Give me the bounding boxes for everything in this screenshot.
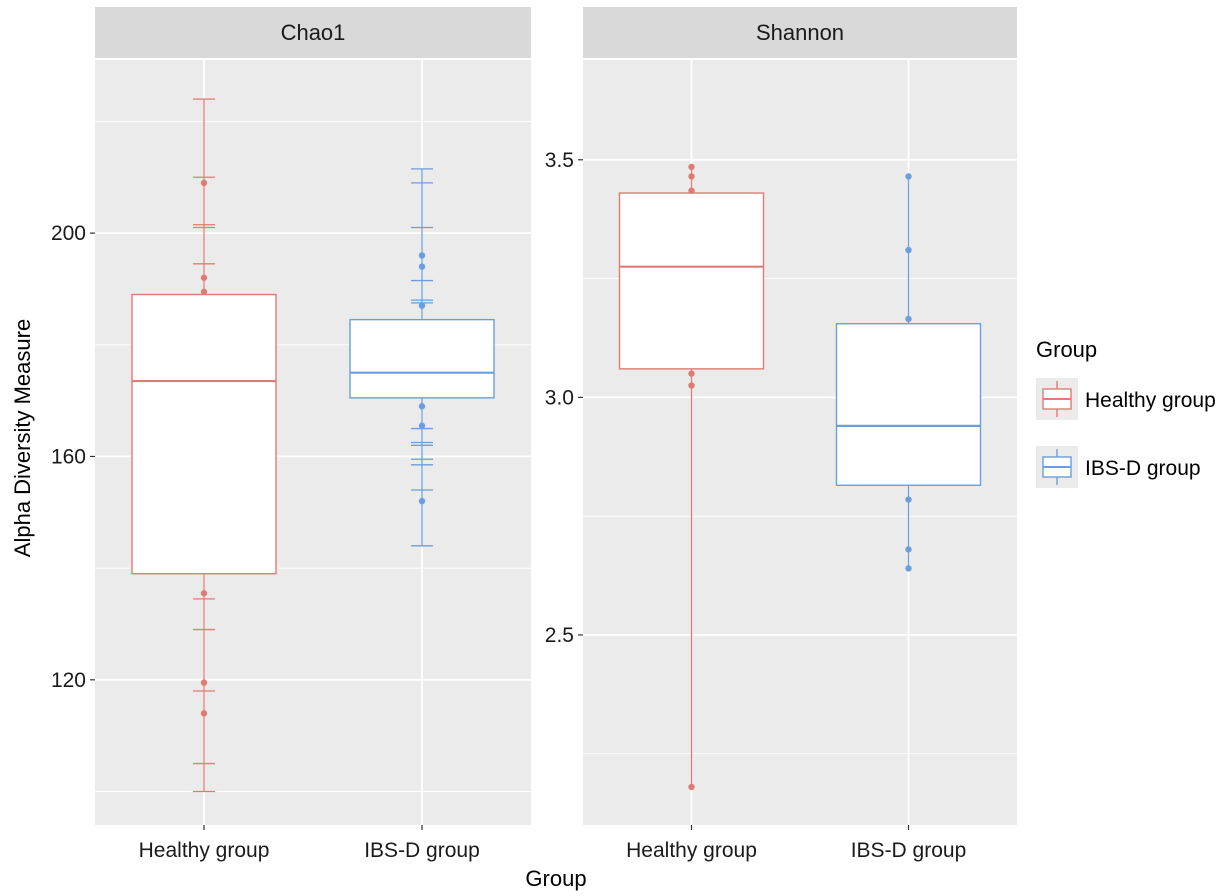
data-point-chao1-healthy-group xyxy=(200,590,208,597)
box-shannon-ibs-d-group xyxy=(835,323,982,486)
data-point-chao1-ibs-d-group xyxy=(418,252,426,259)
y-ticks-shannon: 2.5 3.0 3.5 xyxy=(545,149,583,647)
data-point-shannon-healthy-group xyxy=(688,783,695,791)
data-point-chao1-healthy-group xyxy=(200,179,208,187)
marks-chao1 xyxy=(131,98,495,793)
legend-item-ibsd: IBS-D group xyxy=(1036,446,1201,488)
data-point-chao1-healthy-group xyxy=(200,710,208,717)
y-tick-label-chao1: 120 xyxy=(51,669,86,692)
x-tick-label-chao1: Healthy group xyxy=(139,839,270,862)
strip-chao1 xyxy=(95,7,531,58)
panel-chao1: Chao1 120 160 200 Healthy group IBS-D group xyxy=(51,7,531,862)
y-axis-title: Alpha Diversity Measure xyxy=(10,319,35,557)
y-tick-label-shannon: 2.5 xyxy=(545,624,574,647)
x-tick-label-shannon: IBS-D group xyxy=(851,839,967,862)
data-point-chao1-ibs-d-group xyxy=(418,302,426,309)
x-axis-title: Group xyxy=(525,866,586,891)
data-point-shannon-healthy-group xyxy=(688,187,695,194)
legend: Group Healthy group IBS-D group xyxy=(1036,337,1216,488)
y-tick-label-chao1: 160 xyxy=(51,445,86,468)
data-point-shannon-ibs-d-group xyxy=(905,246,912,254)
data-point-chao1-ibs-d-group xyxy=(418,497,426,505)
marks-shannon xyxy=(618,163,982,791)
y-ticks-chao1: 120 160 200 xyxy=(51,222,95,692)
strip-label-shannon: Shannon xyxy=(756,20,844,45)
data-point-chao1-healthy-group xyxy=(200,679,208,686)
x-ticks-shannon: Healthy group IBS-D group xyxy=(626,825,966,862)
box-chao1-ibs-d-group xyxy=(349,318,495,399)
y-tick-label-shannon: 3.5 xyxy=(545,149,574,172)
data-point-shannon-ibs-d-group xyxy=(905,546,912,553)
data-point-chao1-ibs-d-group xyxy=(418,422,426,429)
box-shannon-healthy-group xyxy=(618,192,765,370)
x-ticks-chao1: Healthy group IBS-D group xyxy=(139,825,480,862)
y-tick-label-chao1: 200 xyxy=(51,222,86,245)
box-chao1-healthy-group xyxy=(131,293,277,575)
data-point-chao1-healthy-group xyxy=(200,274,208,281)
data-point-shannon-ibs-d-group xyxy=(905,565,912,572)
y-tick-label-shannon: 3.0 xyxy=(545,386,574,409)
data-point-shannon-healthy-group xyxy=(688,173,695,180)
panel-shannon: Shannon 2.5 3.0 3.5 Healthy group IBS-D gro… xyxy=(545,7,1017,862)
legend-label-ibsd: IBS-D group xyxy=(1085,457,1201,480)
strip-shannon xyxy=(583,7,1017,58)
data-point-shannon-ibs-d-group xyxy=(905,173,912,180)
legend-label-healthy: Healthy group xyxy=(1085,389,1216,412)
strip-label-chao1: Chao1 xyxy=(281,20,346,45)
data-point-chao1-ibs-d-group xyxy=(418,403,426,410)
data-point-chao1-ibs-d-group xyxy=(418,263,426,270)
data-point-shannon-healthy-group xyxy=(688,370,695,377)
data-point-shannon-healthy-group xyxy=(688,382,695,389)
data-point-shannon-ibs-d-group xyxy=(905,496,912,503)
legend-item-healthy: Healthy group xyxy=(1036,378,1216,420)
x-tick-label-shannon: Healthy group xyxy=(626,839,757,862)
x-tick-label-chao1: IBS-D group xyxy=(364,839,480,862)
data-point-chao1-healthy-group xyxy=(200,288,208,295)
legend-title: Group xyxy=(1036,337,1097,362)
data-point-shannon-ibs-d-group xyxy=(905,315,912,323)
data-point-shannon-healthy-group xyxy=(688,163,695,171)
